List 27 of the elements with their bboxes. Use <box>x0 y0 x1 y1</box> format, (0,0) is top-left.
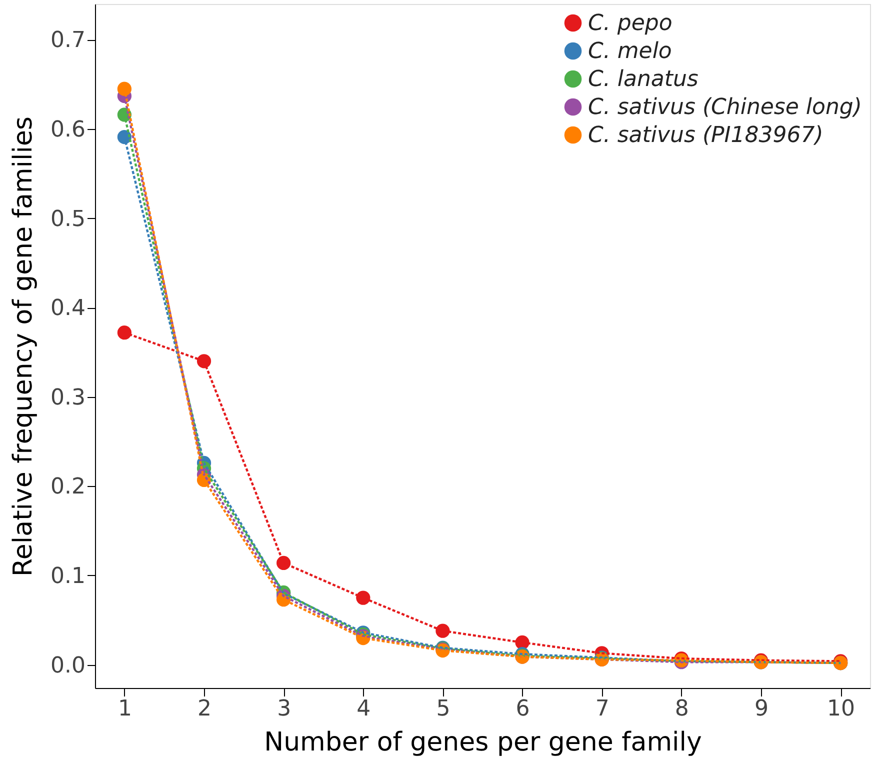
x-tick-label: 5 <box>436 696 450 722</box>
y-tick-label: 0.3 <box>50 385 86 410</box>
legend-label: C. pepo <box>588 11 672 36</box>
x-tick-label: 4 <box>356 696 371 722</box>
y-tick-label: 0.2 <box>50 474 86 500</box>
legend-label: C. sativus (Chinese long) <box>588 95 862 120</box>
y-tick-label: 0.1 <box>50 564 86 589</box>
y-tick-label: 0.4 <box>50 296 86 322</box>
x-tick-label: 7 <box>595 696 610 722</box>
y-tick-label: 0.7 <box>50 28 86 54</box>
y-tick-label: 0.0 <box>50 653 86 678</box>
x-tick-label: 8 <box>674 696 689 722</box>
y-tick-label: 0.5 <box>50 206 86 232</box>
x-tick-label: 6 <box>516 696 530 722</box>
x-tick-label: 1 <box>118 696 132 722</box>
x-tick-label: 9 <box>754 696 768 722</box>
x-axis-title: Number of genes per gene family <box>264 728 702 758</box>
legend-label: C. melo <box>588 39 672 64</box>
y-axis-title: Relative frequency of gene families <box>8 116 39 576</box>
point <box>117 82 132 96</box>
point <box>117 326 132 340</box>
x-tick-label: 10 <box>827 696 856 722</box>
x-tick-label: 3 <box>277 696 292 722</box>
x-tick-label: 2 <box>198 696 212 722</box>
legend-label: C. lanatus <box>588 67 698 92</box>
legend-label: C. sativus (PI183967) <box>588 123 824 148</box>
y-tick-label: 0.6 <box>50 118 86 143</box>
